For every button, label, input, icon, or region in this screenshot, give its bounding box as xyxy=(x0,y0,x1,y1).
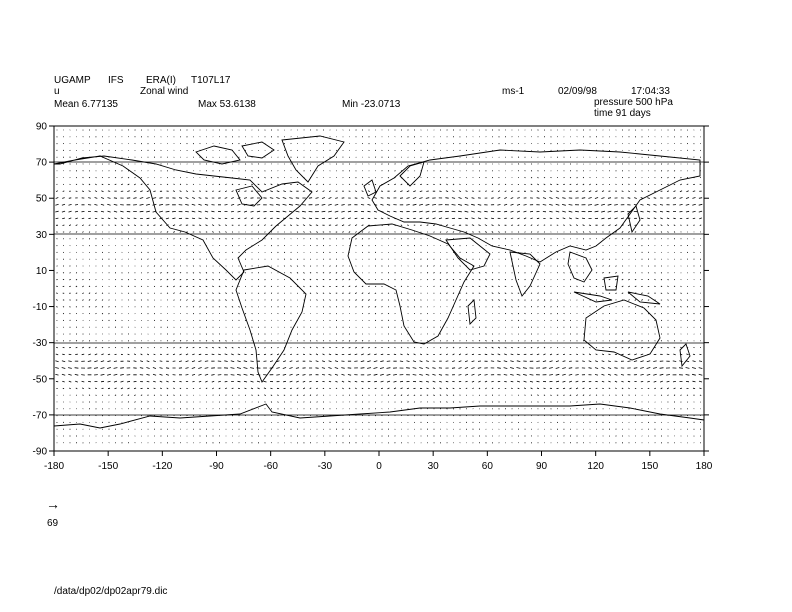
coastline-arabia xyxy=(445,237,491,271)
coastlines xyxy=(53,135,705,429)
date-label: 02/09/98 xyxy=(558,86,597,97)
x-tick-label: 60 xyxy=(482,461,494,472)
resolution-label: T107L17 xyxy=(191,75,231,86)
description-label: Zonal wind xyxy=(140,86,189,97)
y-tick-label: 30 xyxy=(36,230,48,241)
x-tick-label: -30 xyxy=(318,461,333,472)
y-tick-label: -70 xyxy=(33,410,48,421)
axes: -180 -150 -120 -90 -60 -30 0 30 60 90 120 150 180 90 7… xyxy=(33,122,713,473)
coastline-new-zealand xyxy=(679,343,691,368)
y-tick-label: 10 xyxy=(36,266,48,277)
min-label: Min -23.0713 xyxy=(342,99,401,110)
time-label: 17:04:33 xyxy=(631,86,670,97)
y-tick-label: -10 xyxy=(33,302,48,313)
coastline-arctic-islands xyxy=(195,141,275,165)
x-tick-label: -150 xyxy=(98,461,118,472)
reference-vector-arrow-icon: → xyxy=(46,496,60,512)
coastline-british-isles xyxy=(363,179,377,197)
model-label: UGAMP xyxy=(54,75,91,86)
x-tick-label: -180 xyxy=(44,461,64,472)
coastline-hudson-bay xyxy=(235,185,263,207)
units-label: ms-1 xyxy=(502,86,525,97)
coastline-scandinavia xyxy=(399,161,425,187)
y-tick-label: 70 xyxy=(36,158,48,169)
plot-frame xyxy=(53,125,705,452)
x-tick-label: -60 xyxy=(263,461,278,472)
file-path: /data/dp02/dp02apr79.dic xyxy=(54,586,168,597)
coastline-india xyxy=(509,251,541,297)
wind-vector-arrows xyxy=(55,129,703,444)
coastline-greenland xyxy=(281,135,345,183)
x-tick-label: 180 xyxy=(696,461,713,472)
variable-label: u xyxy=(54,86,60,97)
coastline-antarctica xyxy=(53,403,705,429)
reference-vector-value: 69 xyxy=(47,518,59,529)
coastline-se-asia xyxy=(567,251,661,305)
y-tick-label: -30 xyxy=(33,338,48,349)
coastline-eurasia xyxy=(371,149,701,263)
x-tick-label: 0 xyxy=(376,461,382,472)
level-label: pressure 500 hPa xyxy=(594,97,673,108)
x-tick-label: 120 xyxy=(587,461,604,472)
mean-label: Mean 6.77135 xyxy=(54,99,118,110)
max-label: Max 53.6138 xyxy=(198,99,256,110)
y-tick-label: -50 xyxy=(33,374,48,385)
coastline-japan xyxy=(627,205,641,234)
y-tick-label: 90 xyxy=(36,122,48,133)
coastline-australia xyxy=(583,299,661,361)
coastline-africa xyxy=(347,223,475,345)
x-tick-label: -120 xyxy=(152,461,172,472)
dataset-label: ERA(I) xyxy=(146,75,176,86)
coastline-south-america xyxy=(235,265,307,383)
reference-latitude-lines xyxy=(54,161,704,416)
coastline-north-america xyxy=(53,155,313,281)
elapsed-label: time 91 days xyxy=(594,108,651,119)
coastline-madagascar xyxy=(467,299,477,325)
y-tick-label: -90 xyxy=(33,447,48,458)
x-tick-label: 150 xyxy=(641,461,658,472)
y-tick-label: 50 xyxy=(36,194,48,205)
wind-vectors xyxy=(55,129,703,444)
x-tick-label: -90 xyxy=(209,461,224,472)
x-tick-label: 90 xyxy=(536,461,548,472)
x-tick-label: 30 xyxy=(428,461,440,472)
system-label: IFS xyxy=(108,75,124,86)
